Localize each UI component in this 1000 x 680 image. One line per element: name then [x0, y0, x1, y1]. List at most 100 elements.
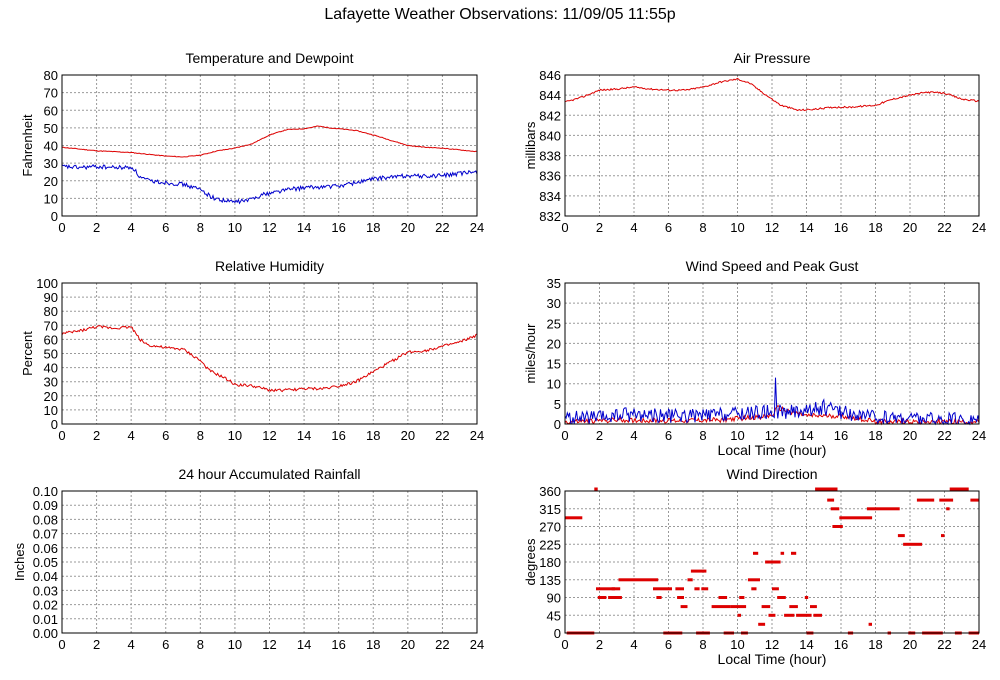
x-tick-label: 6 [162, 220, 169, 235]
direction-point [830, 507, 840, 511]
x-tick-label: 6 [162, 428, 169, 443]
x-tick-label: 8 [699, 220, 706, 235]
y-tick-label: 0 [51, 209, 58, 224]
x-tick-label: 18 [366, 637, 380, 652]
y-tick-label: 45 [547, 608, 561, 623]
plot-frame [564, 490, 980, 634]
direction-point [594, 487, 598, 491]
direction-point [868, 622, 872, 626]
direction-point [597, 596, 607, 599]
direction-point [730, 605, 747, 609]
direction-point [596, 587, 615, 591]
x-tick-label: 10 [730, 428, 744, 443]
y-axis-label: Inches [12, 542, 27, 581]
x-tick-label: 22 [937, 428, 951, 443]
x-tick-label: 16 [834, 428, 848, 443]
x-tick-label: 22 [435, 220, 449, 235]
x-tick-label: 12 [765, 428, 779, 443]
direction-point [680, 605, 688, 609]
x-tick-label: 2 [93, 220, 100, 235]
x-tick-label: 12 [262, 637, 276, 652]
direction-point [758, 622, 766, 626]
x-tick-label: 16 [331, 220, 345, 235]
y-axis-label: Fahrenheit [20, 114, 35, 177]
plot-frame [61, 490, 478, 634]
y-tick-label: 0.09 [33, 498, 58, 513]
x-tick-label: 24 [470, 220, 484, 235]
x-tick-label: 18 [366, 220, 380, 235]
x-tick-label: 16 [834, 637, 848, 652]
plot-frame [61, 282, 478, 425]
plot-frame [564, 282, 980, 425]
y-tick-label: 60 [44, 103, 58, 118]
direction-point [832, 525, 843, 528]
direction-point [701, 587, 709, 591]
y-tick-label: 0.05 [33, 555, 58, 570]
direction-point [737, 613, 741, 617]
x-tick-label: 22 [435, 428, 449, 443]
x-tick-label: 4 [128, 637, 135, 652]
x-tick-label: 4 [630, 220, 637, 235]
y-axis-label: miles/hour [523, 323, 538, 384]
x-tick-label: 0 [58, 220, 65, 235]
direction-point [753, 551, 759, 555]
y-tick-label: 360 [539, 484, 561, 499]
direction-point [690, 569, 707, 573]
x-tick-label: 24 [972, 428, 986, 443]
direction-point [739, 596, 745, 599]
y-tick-label: 30 [44, 156, 58, 171]
direction-point [653, 587, 672, 591]
y-tick-label: 135 [539, 573, 561, 588]
x-tick-label: 12 [765, 220, 779, 235]
direction-point [675, 587, 684, 591]
x-tick-label: 8 [699, 428, 706, 443]
x-tick-label: 16 [834, 220, 848, 235]
x-tick-label: 6 [665, 637, 672, 652]
x-tick-label: 14 [297, 428, 311, 443]
y-tick-label: 70 [44, 318, 58, 333]
direction-point [611, 587, 621, 591]
y-axis-label: degrees [523, 538, 538, 585]
y-tick-label: 836 [539, 169, 561, 184]
x-tick-label: 16 [331, 428, 345, 443]
x-tick-label: 8 [197, 428, 204, 443]
direction-point [946, 507, 950, 511]
x-tick-label: 6 [665, 220, 672, 235]
direction-point [765, 560, 781, 564]
direction-point [711, 605, 731, 609]
x-tick-label: 12 [262, 428, 276, 443]
y-tick-label: 50 [44, 347, 58, 362]
direction-point [810, 605, 817, 609]
y-tick-label: 180 [539, 555, 561, 570]
x-tick-label: 6 [665, 428, 672, 443]
temperature-series-2-line [61, 163, 478, 205]
y-tick-label: 0.08 [33, 512, 58, 527]
y-tick-label: 20 [44, 389, 58, 404]
chart-title: Air Pressure [733, 50, 810, 66]
x-tick-label: 0 [58, 637, 65, 652]
x-tick-label: 2 [596, 637, 603, 652]
x-tick-label: 10 [228, 428, 242, 443]
direction-point [565, 516, 583, 520]
x-tick-label: 22 [937, 637, 951, 652]
direction-point [827, 498, 835, 502]
x-tick-label: 14 [799, 637, 813, 652]
chart-title: 24 hour Accumulated Rainfall [178, 466, 360, 482]
x-tick-label: 4 [630, 428, 637, 443]
y-tick-label: 100 [36, 276, 58, 291]
x-tick-label: 0 [561, 220, 568, 235]
x-tick-label: 12 [262, 220, 276, 235]
page-title: Lafayette Weather Observations: 11/09/05… [324, 6, 676, 23]
y-tick-label: 90 [44, 290, 58, 305]
y-tick-label: 0.01 [33, 612, 58, 627]
x-tick-label: 10 [228, 637, 242, 652]
direction-point [939, 498, 954, 502]
chart-title: Relative Humidity [215, 258, 324, 274]
direction-point [815, 487, 838, 491]
x-tick-label: 20 [401, 637, 415, 652]
y-tick-label: 842 [539, 108, 561, 123]
direction-point [789, 605, 798, 609]
y-tick-label: 40 [44, 361, 58, 376]
